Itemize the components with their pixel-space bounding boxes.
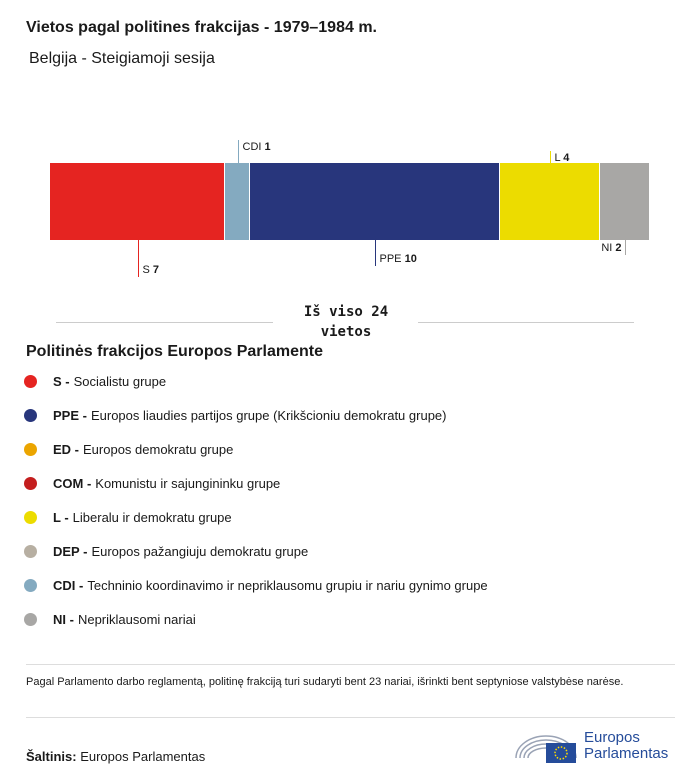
footnote: Pagal Parlamento darbo reglamentą, polit… bbox=[26, 676, 624, 688]
legend-swatch bbox=[24, 374, 37, 388]
legend-swatch bbox=[24, 544, 37, 558]
seat-bar-chart: S 7 CDI 1 PPE 10 L 4 NI 2 bbox=[50, 140, 649, 277]
legend-abbr: CDI - bbox=[53, 577, 84, 593]
legend-item: CDI - Techninio koordinavimo ir nepriklau… bbox=[24, 575, 488, 595]
legend-swatch bbox=[24, 442, 37, 456]
data-label-cdi: CDI 1 bbox=[243, 141, 271, 153]
legend-label: Nepriklausomi nariai bbox=[77, 611, 196, 627]
data-label-s: S 7 bbox=[143, 264, 160, 276]
hemicycle-flag-icon bbox=[515, 735, 577, 763]
chart-subtitle: Belgija - Steigiamoji sesija bbox=[29, 50, 215, 67]
divider-left bbox=[56, 322, 273, 323]
total-line1: Iš viso 24 bbox=[303, 304, 389, 320]
legend-label: Europos pažangiuju demokratu grupe bbox=[91, 543, 309, 559]
legend-item: S - Socialistu grupe bbox=[24, 371, 166, 391]
legend-abbr: NI - bbox=[53, 611, 74, 627]
legend-item: DEP - Europos pažangiuju demokratu grupe bbox=[24, 541, 308, 561]
divider-right bbox=[418, 322, 634, 323]
bar-ppe bbox=[250, 163, 499, 240]
data-label-l: L 4 bbox=[555, 152, 571, 164]
divider bbox=[26, 664, 675, 665]
source-label: Šaltinis: bbox=[26, 749, 77, 764]
legend-label: Komunistu ir sajungininku grupe bbox=[95, 475, 281, 491]
legend-item: PPE - Europos liaudies partijos grupe (Kr… bbox=[24, 405, 446, 425]
legend-item: L - Liberalu ir demokratu grupe bbox=[24, 507, 232, 527]
legend-swatch bbox=[24, 578, 37, 592]
bar-l bbox=[500, 163, 599, 240]
logo-line1: Europos bbox=[584, 729, 640, 746]
legend-item: COM - Komunistu ir sajungininku grupe bbox=[24, 473, 280, 493]
legend-abbr: PPE - bbox=[53, 407, 87, 423]
legend-label: Europos demokratu grupe bbox=[83, 441, 234, 457]
source-value: Europos Parlamentas bbox=[80, 749, 206, 764]
source: Šaltinis: Europos Parlamentas bbox=[26, 749, 205, 764]
legend-item: ED - Europos demokratu grupe bbox=[24, 439, 233, 459]
bar-s bbox=[50, 163, 224, 240]
legend-abbr: DEP - bbox=[53, 543, 88, 559]
legend-label: Liberalu ir demokratu grupe bbox=[72, 509, 232, 525]
legend-abbr: ED - bbox=[53, 441, 79, 457]
legend-abbr: S - bbox=[53, 373, 70, 389]
divider bbox=[26, 717, 675, 718]
bar-cdi bbox=[225, 163, 249, 240]
total-line2: vietos bbox=[320, 324, 372, 340]
legend-swatch bbox=[24, 612, 37, 626]
legend-swatch bbox=[24, 510, 37, 524]
legend-item: NI - Nepriklausomi nariai bbox=[24, 609, 196, 629]
logo-line2: Parlamentas bbox=[584, 745, 669, 762]
bar-ni bbox=[600, 163, 649, 240]
total-seats: Iš viso 24 vietos bbox=[274, 302, 418, 342]
data-label-ppe: PPE 10 bbox=[380, 253, 417, 265]
legend-swatch bbox=[24, 476, 37, 490]
legend-swatch bbox=[24, 408, 37, 422]
legend-abbr: COM - bbox=[53, 475, 92, 491]
ep-logo: Europos Parlamentas bbox=[514, 728, 668, 764]
legend-label: Socialistu grupe bbox=[73, 373, 167, 389]
legend-abbr: L - bbox=[53, 509, 69, 525]
legend-label: Europos liaudies partijos grupe (Krikšci… bbox=[90, 407, 447, 423]
legend-title: Politinės frakcijos Europos Parlamente bbox=[26, 343, 323, 360]
legend-label: Techninio koordinavimo ir nepriklausomu … bbox=[87, 577, 488, 593]
data-label-ni: NI 2 bbox=[601, 242, 621, 254]
chart-title: Vietos pagal politines frakcijas - 1979–… bbox=[26, 19, 377, 36]
